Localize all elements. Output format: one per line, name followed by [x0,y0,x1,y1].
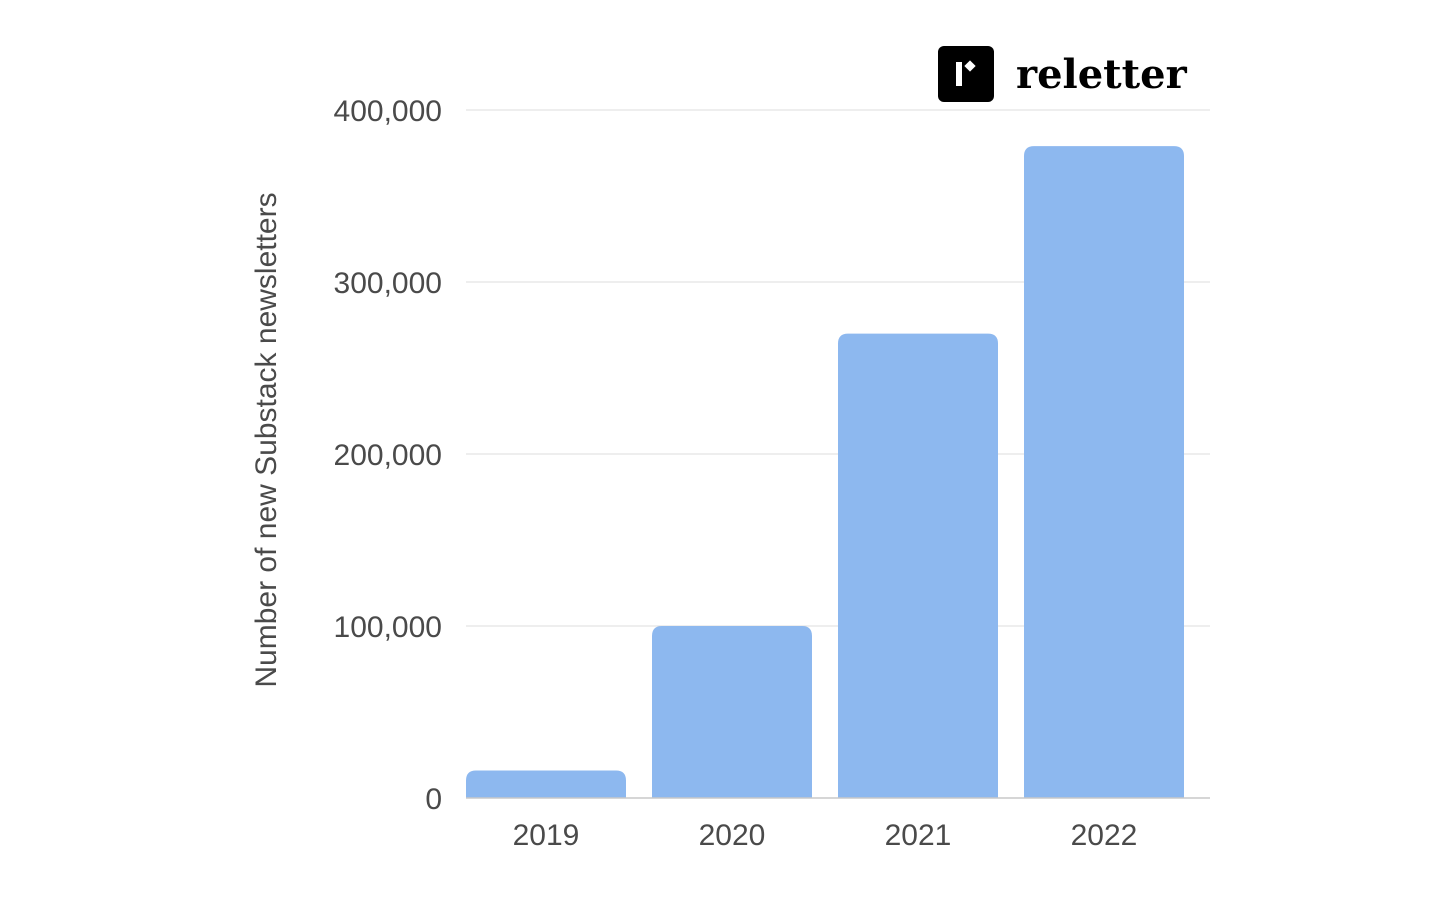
y-axis-label: Number of new Substack newsletters [250,192,283,687]
x-tick-label: 2022 [1071,819,1138,852]
y-tick-label: 200,000 [334,439,442,472]
bar-2021 [838,333,998,798]
bars [466,146,1184,798]
bar-2022 [1024,146,1184,798]
bar-2019 [466,770,626,798]
y-axis-ticks: 0 100,000 200,000 300,000 400,000 [334,95,442,816]
bar-2020 [652,626,812,798]
x-tick-label: 2021 [885,819,952,852]
x-tick-label: 2020 [699,819,766,852]
y-tick-label: 300,000 [334,267,442,300]
brand-logo: reletter [938,46,1188,102]
y-tick-label: 100,000 [334,611,442,644]
y-tick-label: 400,000 [334,95,442,128]
reletter-logo-icon [938,46,994,102]
logo-mark-stem [956,62,962,86]
x-axis-ticks: 2019 2020 2021 2022 [513,819,1138,852]
y-tick-label: 0 [425,783,442,816]
brand-name: reletter [1016,51,1188,98]
x-tick-label: 2019 [513,819,580,852]
